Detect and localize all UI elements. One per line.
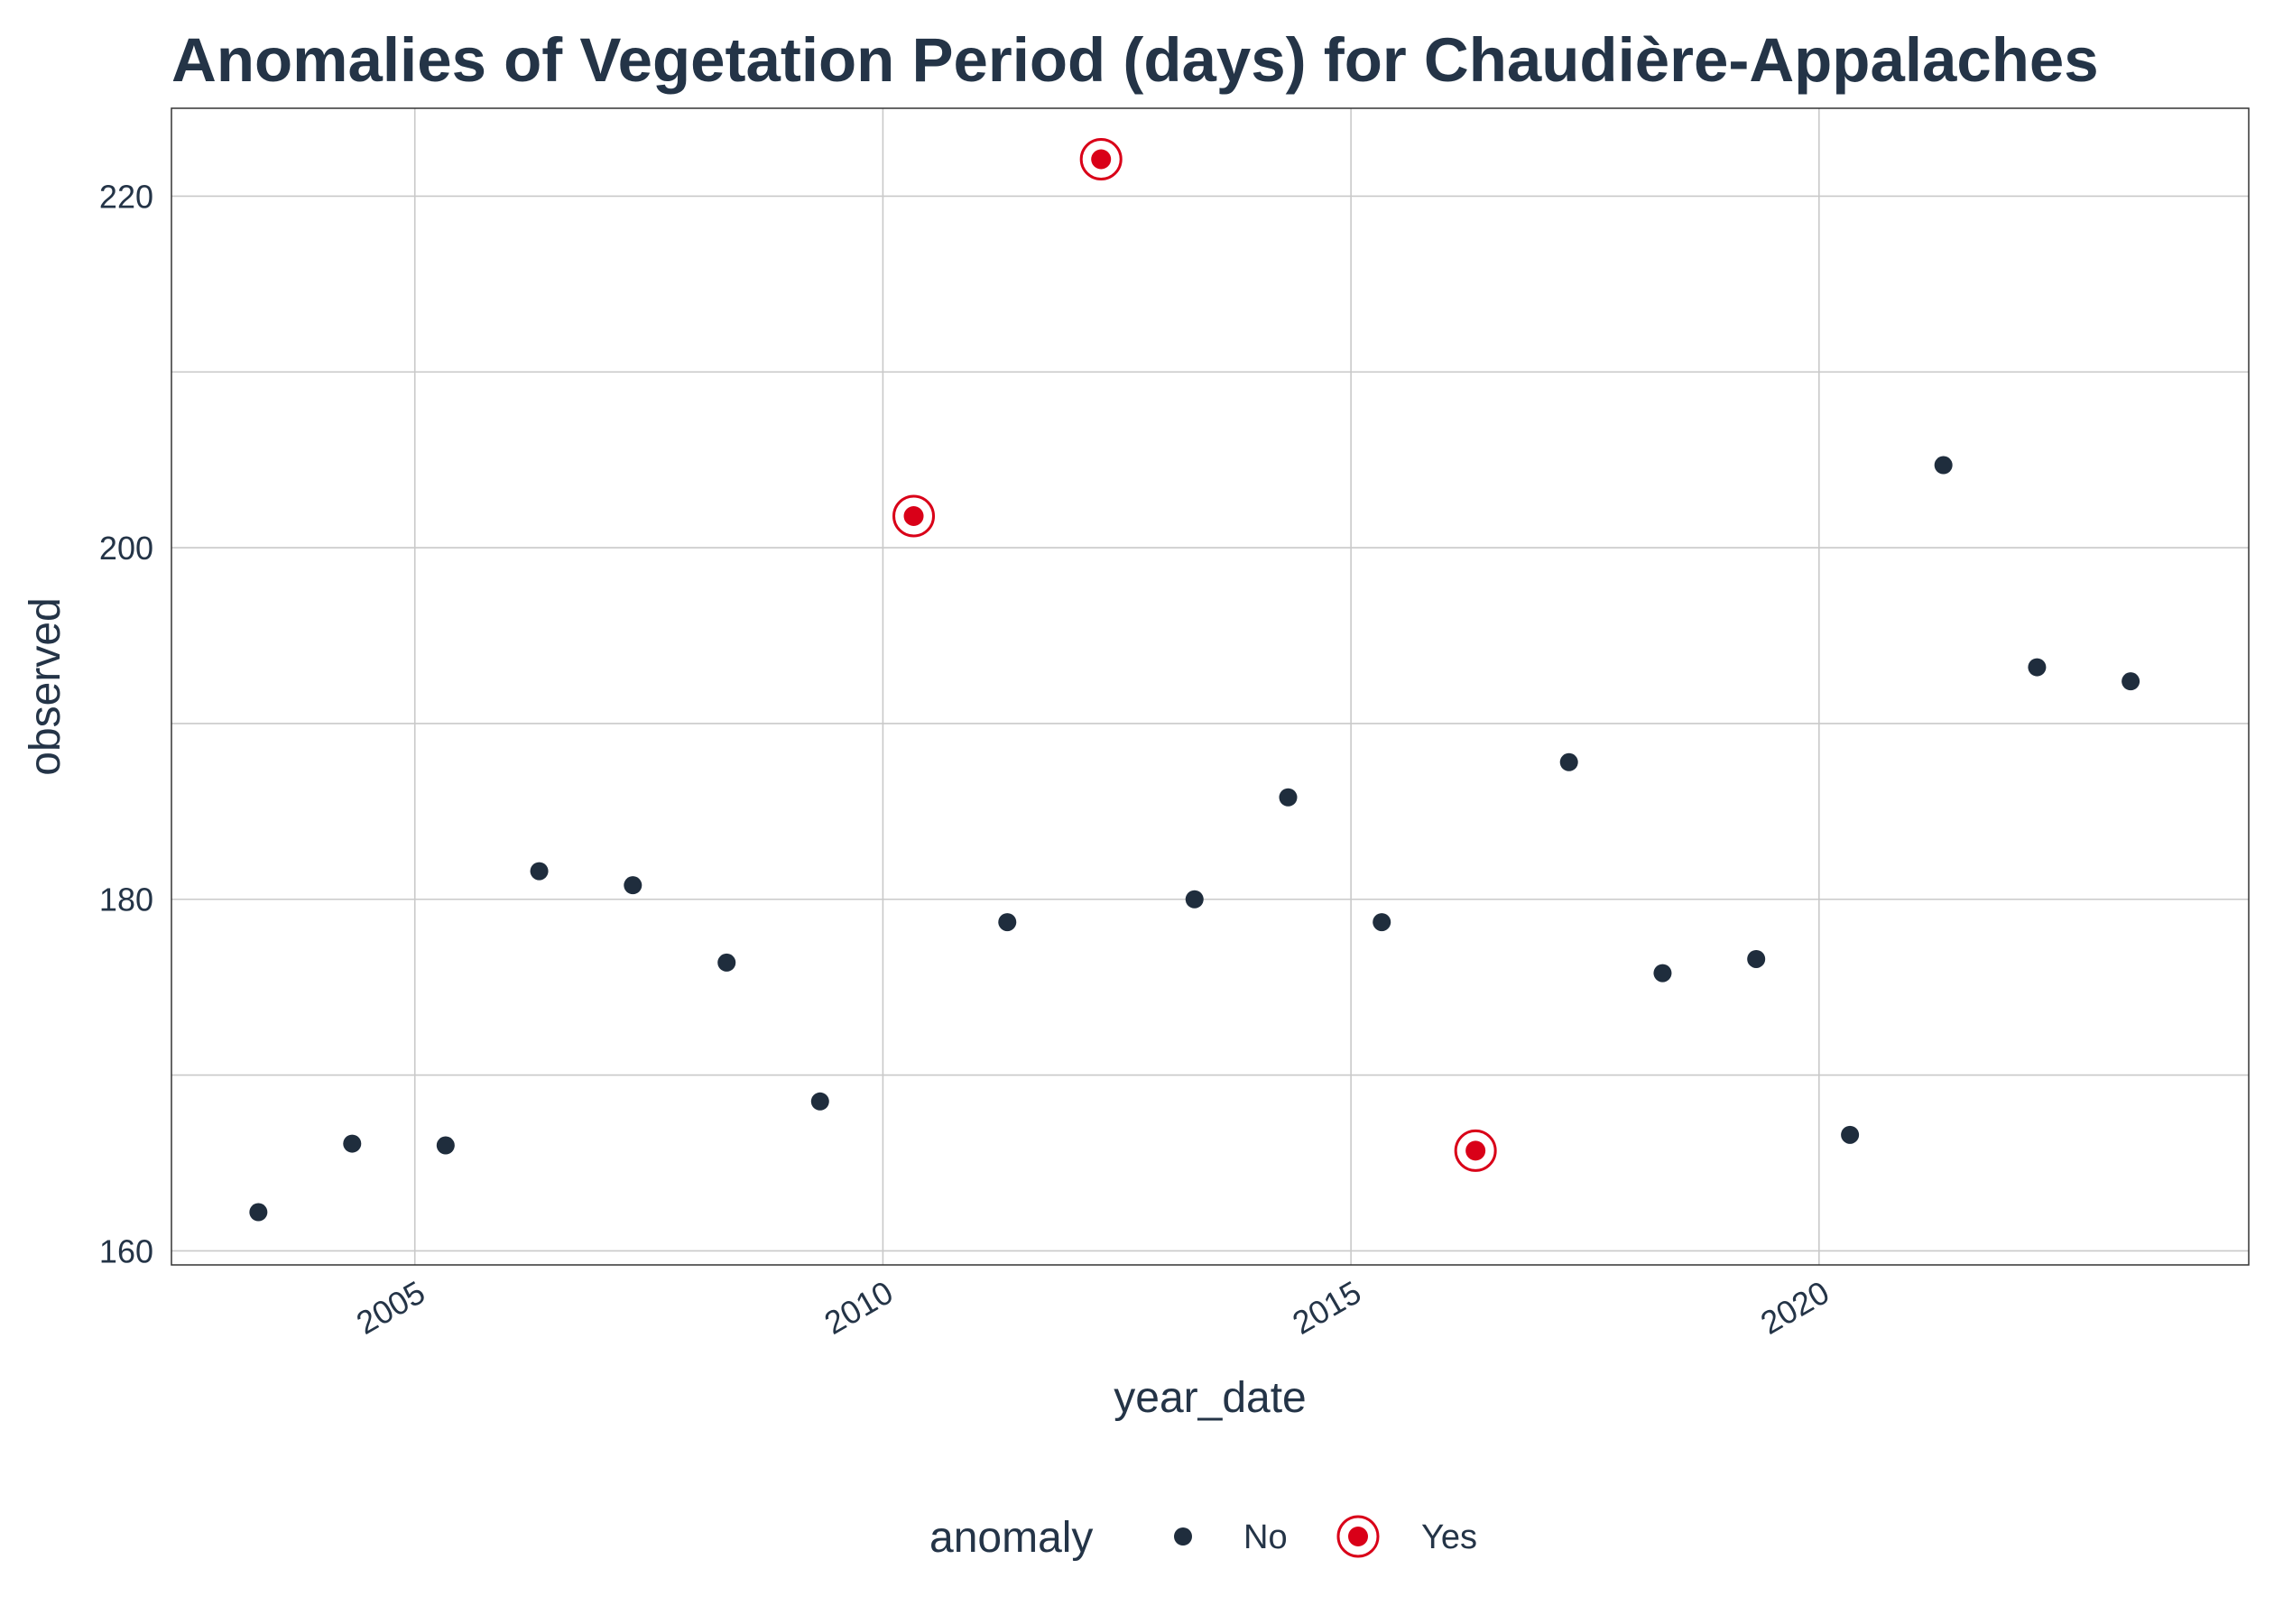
y-axis-ticks: 160 180 200 220 <box>99 178 153 1269</box>
scatter-points <box>249 138 2140 1222</box>
y-tick-label: 200 <box>99 530 153 567</box>
y-axis-label: observed <box>22 597 69 775</box>
legend-label-yes: Yes <box>1421 1518 1477 1556</box>
data-point-anomaly <box>903 506 924 527</box>
data-point <box>1747 949 1766 968</box>
data-point-anomaly <box>1465 1140 1486 1161</box>
legend-key-yes <box>1348 1527 1368 1546</box>
legend: anomaly No Yes <box>929 1514 1477 1562</box>
data-point <box>810 1092 829 1111</box>
data-point <box>998 913 1017 932</box>
data-point <box>2121 672 2140 691</box>
x-tick-label: 2010 <box>818 1273 900 1342</box>
y-tick-label: 160 <box>99 1232 153 1269</box>
data-point-anomaly <box>1091 149 1112 170</box>
y-tick-label: 180 <box>99 881 153 918</box>
plot-panel-border <box>171 107 2250 1266</box>
chart-title: Anomalies of Vegetation Period (days) fo… <box>171 25 2099 95</box>
data-point <box>1934 456 1953 475</box>
y-tick-label: 220 <box>99 178 153 215</box>
data-point <box>624 876 642 895</box>
data-point <box>343 1134 362 1153</box>
data-point <box>1373 913 1391 932</box>
data-point <box>530 862 549 881</box>
x-tick-label: 2015 <box>1286 1273 1367 1342</box>
data-point <box>717 953 736 972</box>
grid-lines <box>171 108 2249 1265</box>
anomaly-ring <box>1079 138 1123 181</box>
data-point <box>1185 890 1204 909</box>
data-point <box>2028 658 2047 677</box>
legend-key-no <box>1174 1527 1192 1546</box>
legend-label-no: No <box>1243 1518 1288 1556</box>
data-point <box>1841 1125 1860 1144</box>
anomaly-ring <box>892 494 936 538</box>
data-point <box>1559 752 1578 771</box>
anomaly-ring <box>1454 1129 1497 1172</box>
data-point <box>436 1136 455 1155</box>
data-point <box>1653 964 1672 983</box>
x-tick-label: 2020 <box>1754 1273 1835 1342</box>
legend-key-yes-ring <box>1336 1515 1380 1558</box>
data-point <box>249 1203 268 1222</box>
legend-title: anomaly <box>929 1514 1093 1562</box>
x-axis-label: year_date <box>1114 1374 1307 1422</box>
data-point <box>1279 788 1298 807</box>
x-axis-ticks: 2005 2010 2015 2020 <box>350 1273 1835 1342</box>
x-tick-label: 2005 <box>350 1273 431 1342</box>
